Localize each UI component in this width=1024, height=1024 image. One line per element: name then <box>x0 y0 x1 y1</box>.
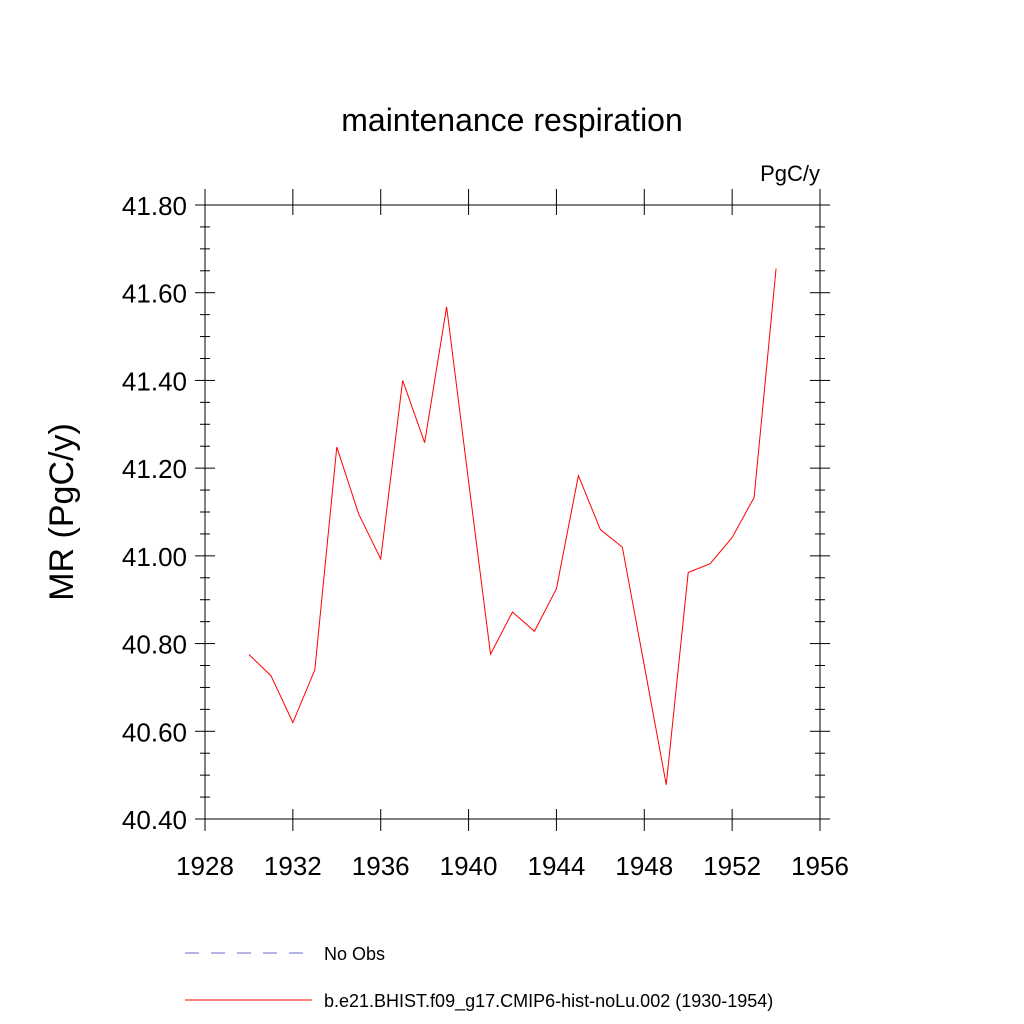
legend: No Obs b.e21.BHIST.f09_g17.CMIP6-hist-noL… <box>185 944 773 1012</box>
y-tick-label: 41.00 <box>122 542 187 572</box>
x-axis: 1928 1932 1936 1940 1944 1948 1952 1956 <box>176 189 849 881</box>
y-tick-label: 41.40 <box>122 366 187 396</box>
units-label: PgC/y <box>760 161 820 186</box>
x-tick-label: 1948 <box>615 851 673 881</box>
x-tick-label: 1944 <box>528 851 586 881</box>
y-tick-label: 41.80 <box>122 191 187 221</box>
x-tick-label: 1932 <box>264 851 322 881</box>
series-line <box>248 268 777 785</box>
x-tick-label: 1956 <box>791 851 849 881</box>
y-axis: 40.40 40.60 40.80 41.00 41.20 41.40 41.60 41.80 <box>122 191 830 835</box>
y-tick-label: 40.80 <box>122 630 187 660</box>
x-tick-label: 1940 <box>440 851 498 881</box>
y-tick-label: 41.20 <box>122 454 187 484</box>
y-tick-label: 40.60 <box>122 717 187 747</box>
x-tick-label: 1952 <box>703 851 761 881</box>
legend-label: No Obs <box>324 944 385 964</box>
y-axis-label: MR (PgC/y) <box>43 423 81 601</box>
series-layer <box>248 268 777 785</box>
chart-title: maintenance respiration <box>341 102 683 138</box>
x-tick-label: 1928 <box>176 851 234 881</box>
y-tick-label: 40.40 <box>122 805 187 835</box>
y-tick-label: 41.60 <box>122 279 187 309</box>
legend-label: b.e21.BHIST.f09_g17.CMIP6-hist-noLu.002 … <box>324 991 773 1012</box>
x-tick-label: 1936 <box>352 851 410 881</box>
plot-frame <box>204 204 821 820</box>
